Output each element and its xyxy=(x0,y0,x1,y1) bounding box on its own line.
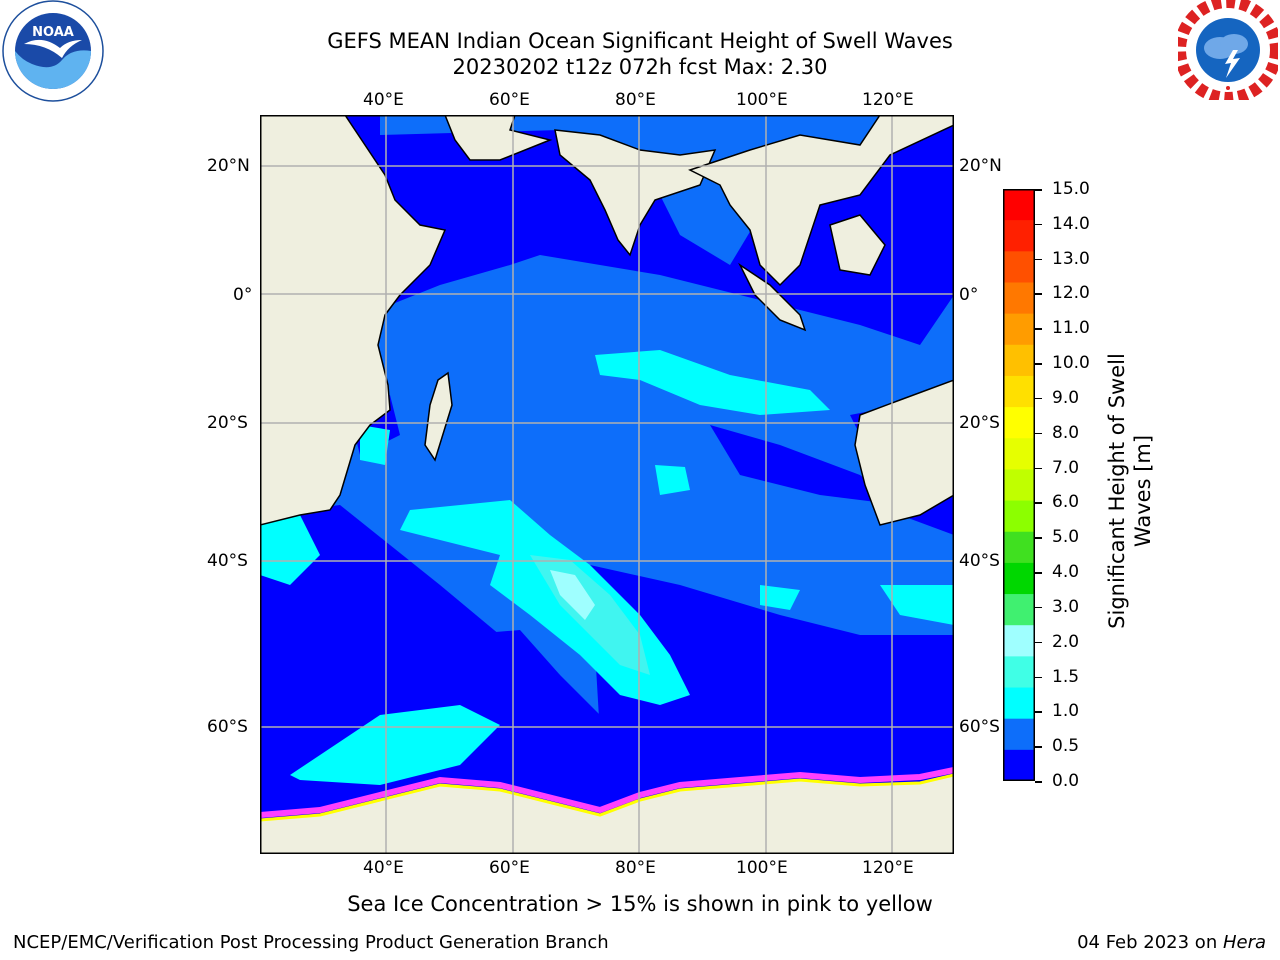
lon-label-top-100e: 100°E xyxy=(736,90,788,110)
colorbar-tick-mark xyxy=(1035,641,1042,644)
footer-credit: NCEP/EMC/Verification Post Processing Pr… xyxy=(13,932,609,953)
grid-lines xyxy=(260,115,954,854)
colorbar-cell xyxy=(1003,438,1035,470)
colorbar-tick-label: 2.0 xyxy=(1052,631,1080,652)
colorbar-tick-label: 15.0 xyxy=(1052,179,1090,199)
sea-ice-caption: Sea Ice Concentration > 15% is shown in … xyxy=(347,892,933,916)
chart-subtitle: 20230202 t12z 072h fcst Max: 2.30 xyxy=(452,55,828,79)
colorbar-tick-label: 13.0 xyxy=(1052,248,1090,269)
colorbar-tick-mark xyxy=(1035,397,1042,400)
colorbar-tick-label: 7.0 xyxy=(1052,457,1080,478)
swell-band-2-3 xyxy=(550,570,595,620)
colorbar-tick-mark xyxy=(1035,781,1042,783)
lat-label-left-20s: 20°S xyxy=(207,413,248,433)
colorbar-cell xyxy=(1003,313,1035,346)
colorbar-tick-mark xyxy=(1035,572,1042,574)
colorbar-tick-label: 11.0 xyxy=(1052,318,1090,339)
colorbar-tick-mark xyxy=(1035,606,1042,609)
colorbar-cell xyxy=(1003,718,1035,751)
colorbar-tick-label: 6.0 xyxy=(1052,492,1080,513)
colorbar-tick-mark xyxy=(1035,746,1042,748)
colorbar-tick-label: 0.5 xyxy=(1052,736,1080,757)
colorbar-cell xyxy=(1003,687,1035,720)
lon-label-bottom-120e: 120°E xyxy=(862,858,914,878)
lat-label-left-0: 0° xyxy=(233,285,253,305)
lon-label-top-120e: 120°E xyxy=(862,90,914,110)
colorbar xyxy=(1003,189,1035,781)
colorbar-cell xyxy=(1003,594,1035,626)
colorbar-tick-label: 5.0 xyxy=(1052,527,1080,548)
colorbar-tick-mark xyxy=(1035,537,1042,539)
colorbar-tick-mark xyxy=(1035,293,1042,295)
colorbar-title-line1: Significant Height of Swell xyxy=(1105,353,1129,629)
colorbar-tick-label: 10.0 xyxy=(1052,353,1090,374)
lat-label-right-0: 0° xyxy=(959,285,979,305)
colorbar-tick-mark xyxy=(1035,432,1042,435)
colorbar-tick-mark xyxy=(1035,502,1042,504)
colorbar-tick-label: 9.0 xyxy=(1052,387,1080,408)
lon-label-top-40e: 40°E xyxy=(363,90,404,110)
lat-label-right-60s: 60°S xyxy=(959,717,1000,737)
colorbar-tick-mark xyxy=(1035,328,1042,330)
lat-label-right-40s: 40°S xyxy=(959,551,1000,571)
colorbar-tick-mark xyxy=(1035,223,1042,226)
lon-label-bottom-60e: 60°E xyxy=(489,858,530,878)
colorbar-tick-label: 4.0 xyxy=(1052,562,1080,583)
colorbar-cell xyxy=(1003,251,1035,283)
colorbar-tick-mark xyxy=(1035,676,1042,679)
lat-label-right-20n: 20°N xyxy=(959,156,1002,176)
colorbar-title-wrap: Significant Height of Swell Waves [m] xyxy=(980,353,1280,629)
colorbar-cell xyxy=(1003,344,1035,377)
colorbar-cell xyxy=(1003,189,1035,221)
colorbar-tick-mark xyxy=(1035,363,1042,365)
lat-label-left-20n: 20°N xyxy=(207,156,250,176)
lon-label-top-60e: 60°E xyxy=(489,90,530,110)
colorbar-cell xyxy=(1003,220,1035,252)
lat-label-left-40s: 40°S xyxy=(207,551,248,571)
colorbar-cell xyxy=(1003,500,1035,533)
nws-logo xyxy=(1174,0,1280,104)
lon-label-top-80e: 80°E xyxy=(615,90,656,110)
colorbar-cell xyxy=(1003,562,1035,595)
colorbar-cell xyxy=(1003,407,1035,439)
swell-height-map xyxy=(260,115,954,854)
colorbar-tick-label: 1.5 xyxy=(1052,666,1080,687)
colorbar-tick-mark xyxy=(1035,467,1042,470)
footer-host: Hera xyxy=(1222,932,1266,953)
colorbar-tick-label: 12.0 xyxy=(1052,283,1090,304)
colorbar-title-line2: Waves [m] xyxy=(1131,434,1155,548)
colorbar-cell xyxy=(1003,282,1035,315)
colorbar-cell xyxy=(1003,375,1035,408)
lon-label-bottom-100e: 100°E xyxy=(736,858,788,878)
map-frame xyxy=(260,115,954,854)
colorbar-cell xyxy=(1003,531,1035,564)
colorbar-tick-label: 14.0 xyxy=(1052,213,1090,234)
colorbar-cell xyxy=(1003,469,1035,502)
footer-date: 04 Feb 2023 on Hera xyxy=(1077,932,1266,954)
colorbar-tick-label: 0.0 xyxy=(1052,771,1080,791)
colorbar-tick-mark xyxy=(1035,711,1042,713)
colorbar-tick-mark xyxy=(1035,189,1042,191)
colorbar-cell xyxy=(1003,749,1035,781)
colorbar-tick-label: 3.0 xyxy=(1052,596,1080,617)
noaa-logo-text: NOAA xyxy=(32,25,74,40)
footer-date-text: 04 Feb 2023 on xyxy=(1077,932,1223,953)
sea-ice-edge xyxy=(260,767,954,822)
lat-label-left-60s: 60°S xyxy=(207,717,248,737)
noaa-logo: NOAA xyxy=(2,0,104,102)
lat-label-right-20s: 20°S xyxy=(959,413,1000,433)
colorbar-tick-label: 8.0 xyxy=(1052,422,1080,443)
colorbar-cell xyxy=(1003,656,1035,689)
colorbar-cell xyxy=(1003,625,1035,657)
lon-label-bottom-80e: 80°E xyxy=(615,858,656,878)
colorbar-tick-label: 1.0 xyxy=(1052,701,1080,722)
lon-label-bottom-40e: 40°E xyxy=(363,858,404,878)
chart-title: GEFS MEAN Indian Ocean Significant Heigh… xyxy=(327,29,953,53)
colorbar-tick-mark xyxy=(1035,258,1042,261)
